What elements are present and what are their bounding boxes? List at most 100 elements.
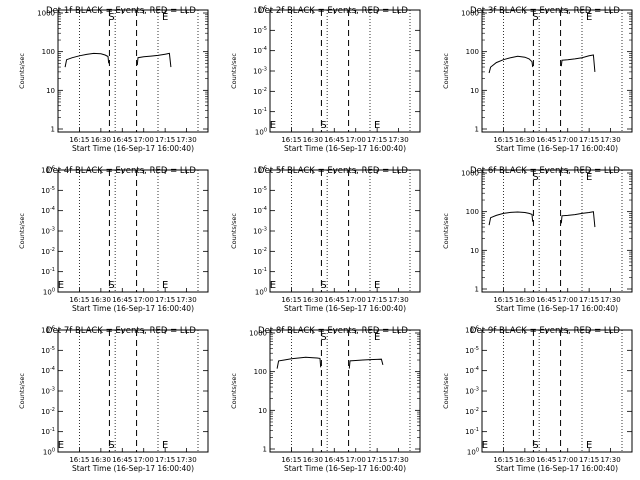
x-tick-label: 17:30	[388, 296, 408, 304]
x-tick-label: 17:15	[579, 136, 599, 144]
marker-e: E	[162, 12, 168, 23]
marker-s: S	[320, 120, 326, 131]
x-tick-label: 17:00	[558, 456, 578, 464]
x-tick-label: 16:15	[493, 296, 513, 304]
marker-e: E	[270, 280, 276, 291]
y-tick-label: 10-2	[253, 247, 267, 256]
marker-e: E	[586, 172, 592, 183]
x-tick-label: 17:30	[600, 136, 620, 144]
panel-title: Det 9f BLACK = Events, RED = LLD	[470, 326, 620, 336]
plot-frame	[57, 329, 209, 453]
panel-title: Det 1f BLACK = Events, RED = LLD	[46, 6, 196, 16]
y-tick-label: 10-2	[41, 407, 55, 416]
marker-e: E	[270, 120, 276, 131]
y-axis-label: Counts/sec	[442, 53, 450, 89]
x-tick-label: 17:00	[346, 456, 366, 464]
x-tick-label: 16:45	[112, 456, 132, 464]
x-tick-label: 16:15	[69, 456, 89, 464]
y-tick-label: 10-5	[41, 186, 55, 195]
x-tick-label: 16:15	[69, 296, 89, 304]
x-axis-label: Start Time (16-Sep-17 16:00:40)	[496, 304, 618, 313]
x-tick-label: 17:00	[346, 136, 366, 144]
plot-frame	[269, 9, 421, 133]
marker-s: S	[320, 332, 326, 343]
marker-e: E	[58, 280, 64, 291]
y-tick-label: 1000	[37, 10, 55, 18]
y-tick-label: 10-3	[41, 387, 55, 396]
y-tick-label: 1000	[461, 10, 479, 18]
plot-frame	[269, 329, 421, 453]
marker-s: S	[108, 440, 114, 451]
x-axis-label: Start Time (16-Sep-17 16:00:40)	[72, 144, 194, 153]
x-tick-label: 16:15	[69, 136, 89, 144]
y-tick-label: 10-4	[41, 366, 55, 375]
series-line	[488, 211, 534, 226]
y-axis-label: Counts/sec	[230, 53, 238, 89]
y-tick-label: 10-3	[253, 227, 267, 236]
x-tick-label: 16:15	[281, 296, 301, 304]
plot-frame	[481, 329, 633, 453]
y-tick-label: 10-5	[41, 346, 55, 355]
y-axis-label: Counts/sec	[442, 373, 450, 409]
panel-title: Det 5f BLACK = Events, RED = LLD	[258, 166, 408, 176]
y-tick-label: 100	[42, 48, 55, 56]
y-tick-label: 1	[263, 446, 267, 454]
x-tick-label: 17:00	[134, 136, 154, 144]
y-tick-label: 10-4	[465, 366, 479, 375]
x-tick-label: 17:15	[367, 136, 387, 144]
series-line	[136, 52, 172, 68]
x-tick-label: 17:00	[558, 136, 578, 144]
x-tick-label: 16:30	[91, 136, 111, 144]
x-tick-label: 16:30	[515, 136, 535, 144]
marker-e: E	[58, 440, 64, 451]
y-tick-label: 100	[466, 48, 479, 56]
y-tick-label: 10-1	[41, 267, 55, 276]
x-tick-label: 16:30	[303, 136, 323, 144]
x-tick-label: 16:30	[91, 456, 111, 464]
y-tick-label: 1000	[249, 330, 267, 338]
y-tick-label: 10	[470, 87, 479, 95]
y-tick-label: 100	[255, 128, 267, 137]
x-tick-label: 17:30	[176, 136, 196, 144]
y-tick-label: 10-3	[41, 227, 55, 236]
x-axis-label: Start Time (16-Sep-17 16:00:40)	[496, 464, 618, 473]
series-line	[64, 52, 110, 68]
y-axis-label: Counts/sec	[18, 213, 26, 249]
y-axis-label: Counts/sec	[442, 213, 450, 249]
x-tick-label: 16:15	[493, 136, 513, 144]
x-tick-label: 17:15	[579, 296, 599, 304]
x-tick-label: 17:00	[134, 296, 154, 304]
x-tick-label: 16:15	[281, 136, 301, 144]
marker-e: E	[374, 280, 380, 291]
panel-title: Det 7f BLACK = Events, RED = LLD	[46, 326, 196, 336]
x-tick-label: 16:45	[536, 136, 556, 144]
marker-s: S	[532, 172, 538, 183]
marker-e: E	[162, 440, 168, 451]
marker-s: S	[108, 12, 114, 23]
y-tick-label: 10-6	[41, 326, 55, 335]
marker-s: S	[320, 280, 326, 291]
y-axis-label: Counts/sec	[18, 373, 26, 409]
x-tick-label: 17:30	[600, 456, 620, 464]
y-axis-label: Counts/sec	[18, 53, 26, 89]
y-tick-label: 10-1	[41, 427, 55, 436]
y-tick-label: 10-5	[253, 26, 267, 35]
y-tick-label: 10-2	[465, 407, 479, 416]
plot-frame	[481, 9, 633, 133]
series-line	[560, 211, 596, 228]
y-tick-label: 10-4	[253, 206, 267, 215]
y-axis-label: Counts/sec	[230, 213, 238, 249]
marker-e: E	[482, 440, 488, 451]
y-tick-label: 1	[475, 126, 479, 134]
x-tick-label: 17:00	[558, 296, 578, 304]
y-tick-label: 10-2	[253, 87, 267, 96]
series-line	[348, 358, 384, 369]
x-tick-label: 17:15	[155, 296, 175, 304]
x-tick-label: 16:45	[112, 136, 132, 144]
plot-frame	[57, 169, 209, 293]
